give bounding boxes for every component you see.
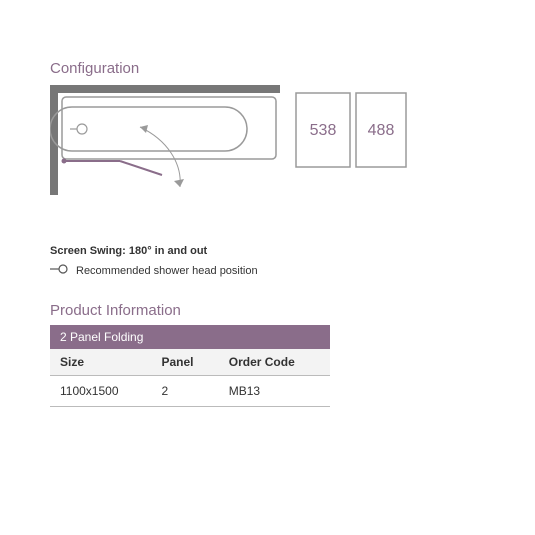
- shower-note-row: Recommended shower head position: [50, 263, 485, 278]
- spec-table: Size Panel Order Code 1100x1500 2 MB13: [50, 349, 330, 407]
- cell-size: 1100x1500: [50, 376, 152, 407]
- cell-panel: 2: [152, 376, 219, 407]
- col-panel: Panel: [152, 349, 219, 376]
- config-title: Configuration: [50, 60, 485, 77]
- diagram-row: 538 488: [50, 85, 485, 195]
- bath-plan-diagram: [50, 85, 280, 195]
- product-subtitle-bar: 2 Panel Folding: [50, 325, 330, 349]
- shower-head-icon: [50, 263, 70, 278]
- panel-right-label: 488: [368, 122, 395, 139]
- shower-note-text: Recommended shower head position: [76, 265, 258, 277]
- panel-left-label: 538: [310, 122, 337, 139]
- table-row: 1100x1500 2 MB13: [50, 376, 330, 407]
- col-size: Size: [50, 349, 152, 376]
- swing-note: Screen Swing: 180° in and out: [50, 245, 485, 257]
- panels-diagram: 538 488: [294, 91, 414, 169]
- col-code: Order Code: [219, 349, 330, 376]
- cell-code: MB13: [219, 376, 330, 407]
- product-info-title: Product Information: [50, 302, 485, 319]
- table-header-row: Size Panel Order Code: [50, 349, 330, 376]
